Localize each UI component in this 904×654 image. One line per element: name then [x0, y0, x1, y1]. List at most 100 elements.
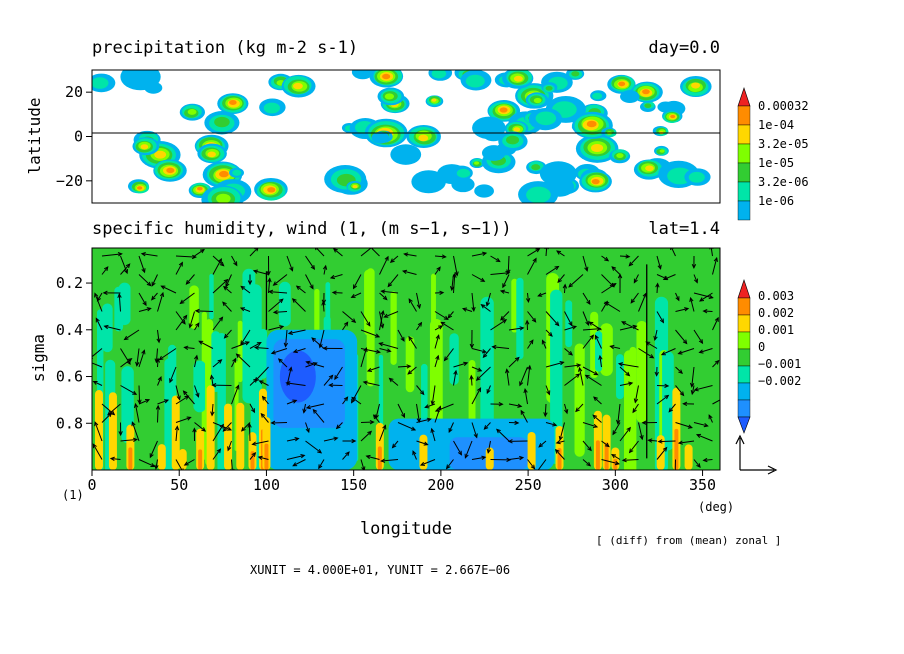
- wind-arrow: [223, 422, 232, 432]
- wind-arrow-head: [333, 436, 339, 441]
- precip-contour: [691, 82, 701, 89]
- precip-contour: [688, 171, 705, 183]
- humidity-x-ticks: 0 50 100 150 200 250 300 350: [87, 470, 716, 494]
- wind-arrow: [564, 284, 566, 294]
- wind-arrow-head: [375, 333, 381, 338]
- wind-arrow-head: [211, 383, 217, 388]
- wind-arrow-head: [578, 366, 583, 372]
- wind-arrow: [134, 403, 140, 423]
- humidity-streak: [431, 273, 436, 324]
- wind-arrow: [555, 449, 565, 460]
- wind-arrow-head: [145, 399, 151, 404]
- humidity-streak: [574, 343, 585, 457]
- wind-arrow-head: [678, 369, 683, 375]
- humidity-high-spike: [224, 403, 233, 470]
- wind-arrow-head: [604, 301, 610, 307]
- wind-arrow-head: [541, 339, 546, 345]
- wind-arrow: [370, 248, 380, 257]
- wind-arrow: [545, 311, 560, 326]
- wind-arrow: [611, 266, 621, 275]
- precip-contour: [371, 131, 390, 144]
- wind-arrow-head: [611, 282, 617, 288]
- wind-arrow: [434, 335, 440, 349]
- wind-arrow-head: [117, 293, 122, 299]
- wind-arrow-head: [140, 252, 146, 257]
- wind-arrow: [138, 459, 155, 467]
- wind-arrow-head: [156, 338, 161, 344]
- wind-arrow: [435, 403, 454, 412]
- wind-arrow-head: [495, 257, 501, 263]
- wind-arrow: [157, 329, 160, 343]
- wind-arrow: [194, 249, 205, 257]
- wind-arrow-head: [240, 285, 246, 291]
- wind-arrow: [675, 385, 684, 396]
- latitude-tick-label: 20: [65, 83, 83, 101]
- wind-arrow-head: [367, 243, 371, 247]
- colorbar-swatch: [737, 297, 751, 316]
- wind-arrow-head: [696, 463, 701, 469]
- wind-arrow-head: [389, 258, 395, 264]
- wind-arrow-head: [223, 285, 228, 291]
- wind-arrow: [315, 248, 325, 257]
- wind-arrow: [286, 399, 297, 405]
- wind-arrow: [545, 422, 557, 426]
- wind-arrow-head: [375, 349, 381, 354]
- wind-arrow: [334, 366, 343, 380]
- wind-arrow: [500, 290, 510, 294]
- wind-arrow: [342, 396, 348, 405]
- wind-arrow-head: [592, 414, 598, 420]
- wind-arrow: [420, 459, 436, 466]
- wind-arrow-head: [654, 371, 659, 377]
- wind-arrow: [288, 329, 306, 335]
- humidity-high-core: [595, 440, 600, 470]
- wind-arrow: [305, 255, 315, 270]
- wind-arrow: [579, 367, 584, 386]
- wind-arrow-head: [698, 349, 704, 354]
- wind-arrow-head: [219, 423, 224, 429]
- wind-arrow-head: [588, 321, 594, 326]
- wind-arrow: [330, 274, 343, 279]
- wind-arrow: [360, 347, 367, 368]
- wind-arrow: [141, 253, 158, 257]
- wind-arrow-head: [322, 264, 328, 270]
- wind-arrow: [557, 274, 565, 283]
- wind-arrow: [431, 385, 436, 405]
- wind-arrow: [138, 274, 152, 286]
- wind-arrow-head: [657, 439, 663, 444]
- wind-arrow: [101, 403, 115, 416]
- wind-arrow-head: [233, 261, 238, 267]
- wind-arrow: [476, 366, 491, 381]
- wind-arrow: [175, 315, 188, 331]
- wind-arrow: [194, 355, 198, 368]
- wind-arrow: [175, 459, 183, 470]
- precip-contour: [513, 127, 521, 132]
- wind-arrow-head: [438, 325, 444, 330]
- wind-arrow: [305, 362, 317, 368]
- wind-arrow-head: [186, 416, 192, 421]
- humidity-streak: [249, 284, 262, 353]
- wind-arrow: [582, 459, 591, 467]
- wind-arrow-head: [194, 354, 199, 360]
- wind-arrow-head: [258, 380, 264, 385]
- wind-arrow: [645, 341, 658, 349]
- wind-arrow-head: [150, 463, 156, 468]
- wind-arrow-head: [247, 422, 252, 428]
- wind-arrow: [249, 248, 259, 257]
- wind-arrow-head: [85, 360, 89, 363]
- wind-arrow-head: [693, 278, 699, 284]
- wind-arrow-head: [94, 421, 99, 427]
- wind-arrow-head: [714, 316, 719, 322]
- wind-arrow-head: [194, 308, 200, 314]
- wind-arrow-head: [163, 399, 170, 404]
- wind-arrow-head: [529, 339, 534, 345]
- wind-arrow-head: [125, 263, 131, 269]
- wind-arrow-head: [188, 323, 193, 329]
- wind-arrow-head: [496, 428, 501, 434]
- wind-arrow-head: [657, 264, 662, 270]
- wind-arrow: [471, 274, 485, 282]
- wind-arrow: [629, 440, 639, 453]
- wind-arrow: [508, 357, 520, 368]
- wind-arrow-head: [292, 399, 298, 404]
- wind-arrow-head: [94, 292, 99, 298]
- humidity-streak: [278, 281, 291, 327]
